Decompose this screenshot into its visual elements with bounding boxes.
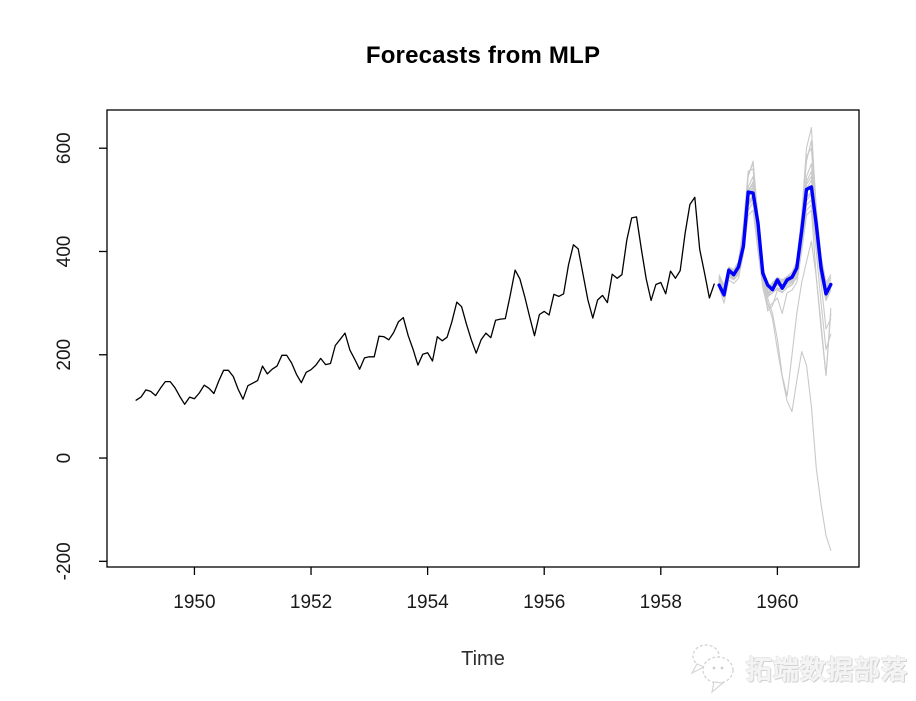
y-tick-label: 400	[54, 236, 75, 268]
x-tick-label: 1950	[173, 592, 215, 613]
x-axis-title: Time	[461, 648, 505, 670]
plot-frame	[106, 109, 860, 568]
chart-title: Forecasts from MLP	[365, 42, 601, 69]
ensemble-member-line	[718, 195, 832, 351]
x-tick-label: 1958	[640, 592, 682, 613]
y-tick-label: -200	[54, 542, 75, 580]
series-lines	[135, 127, 833, 552]
y-tick-label: 0	[54, 453, 75, 464]
forecast-mean-line	[717, 185, 833, 297]
ensemble-member-line	[718, 209, 832, 376]
x-tick-label: 1954	[406, 592, 449, 613]
x-axis-ticks: 1950 1952 1954 1956 1958 1960	[173, 567, 799, 613]
x-tick-label: 1960	[756, 592, 798, 613]
chat-bubbles-icon	[690, 644, 734, 694]
y-axis-ticks: -200 0 200 400 600	[54, 132, 107, 580]
watermark: 拓端数据部落	[687, 641, 908, 695]
x-tick-label: 1956	[523, 592, 565, 613]
observed-series-line	[135, 196, 715, 405]
y-tick-label: 200	[54, 339, 75, 371]
watermark-text: 拓端数据部落	[745, 654, 908, 685]
x-tick-label: 1952	[290, 592, 332, 613]
y-tick-label: 600	[54, 132, 75, 164]
